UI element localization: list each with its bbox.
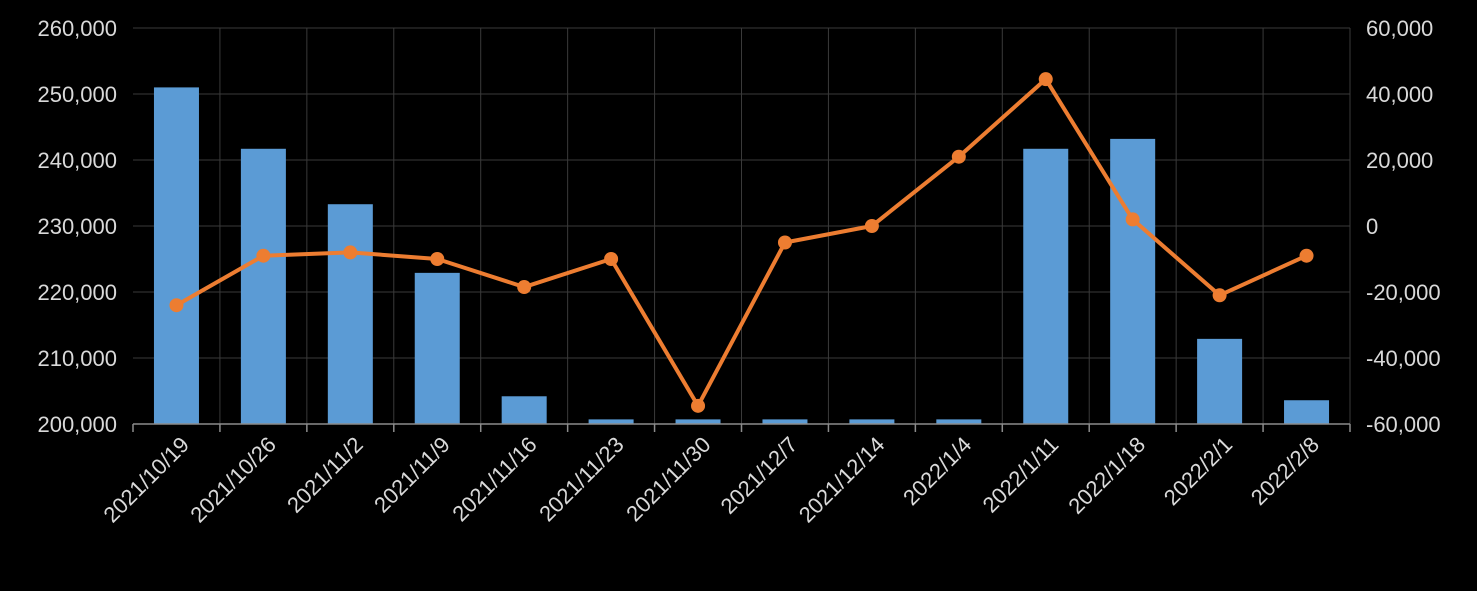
bar [1197,338,1243,424]
x-tick-label: 2022/1/11 [978,432,1064,518]
x-tick-label: 2021/11/2 [282,432,368,518]
line-point [777,235,792,250]
bar [1284,400,1330,424]
bar [414,272,460,424]
left-tick-label: 240,000 [37,148,117,173]
x-tick-label: 2022/2/8 [1246,432,1324,510]
line-point [169,298,184,313]
right-tick-label: 40,000 [1366,82,1433,107]
line-point [517,280,532,295]
line-point [691,398,706,413]
line-point [1299,248,1314,263]
line-path [174,77,1309,408]
x-tick-label: 2022/1/4 [898,432,976,510]
right-tick-label: 60,000 [1366,16,1433,41]
x-tick-label: 2021/11/16 [447,432,541,526]
right-tick-label: 20,000 [1366,148,1433,173]
left-tick-label: 250,000 [37,82,117,107]
right-tick-label: 0 [1366,214,1378,239]
line-point [1125,212,1140,227]
right-tick-label: -20,000 [1366,280,1441,305]
bar [762,419,808,424]
x-tick-label: 2021/12/14 [794,432,890,528]
line-point [256,248,271,263]
x-tick-label: 2021/12/7 [716,432,803,519]
x-tick-label: 2021/10/26 [185,432,281,528]
right-tick-label: -40,000 [1366,346,1441,371]
grid-layer [133,27,1351,424]
line-point [1212,288,1227,303]
left-tick-label: 210,000 [37,346,117,371]
x-tick-label: 2021/11/23 [534,432,628,526]
x-tick-label: 2021/10/19 [98,432,194,528]
x-tick-label: 2022/1/18 [1063,432,1150,519]
left-tick-label: 220,000 [37,280,117,305]
x-tick-label: 2021/11/30 [621,432,715,526]
bar-series [153,87,1330,425]
left-tick-label: 230,000 [37,214,117,239]
line-point [951,149,966,164]
x-tick-label: 2022/2/1 [1159,432,1237,510]
line-point [604,252,619,266]
bar [588,419,634,424]
bar [1110,138,1156,424]
right-axis-ticks: -60,000 -40,000 -20,000 0 20,000 40,000 60,000 [1366,16,1441,437]
bar [240,148,286,424]
right-tick-label: -60,000 [1366,412,1441,437]
line-series [169,72,1314,413]
left-tick-label: 260,000 [37,16,117,41]
bar [153,87,199,425]
line-point [430,252,445,266]
axis-layer [132,423,1351,432]
line-point [864,219,879,233]
bar [501,396,547,424]
left-axis-ticks: 200,000 210,000 220,000 230,000 240,000 250,0… [37,16,117,437]
line-point [343,245,358,260]
bar [1023,148,1069,424]
bar [936,419,982,424]
left-tick-label: 200,000 [37,412,117,437]
x-tick-label: 2021/11/9 [369,432,455,518]
bar [675,419,721,424]
line-point [1038,72,1053,87]
bar [849,419,895,424]
bar [327,204,373,424]
